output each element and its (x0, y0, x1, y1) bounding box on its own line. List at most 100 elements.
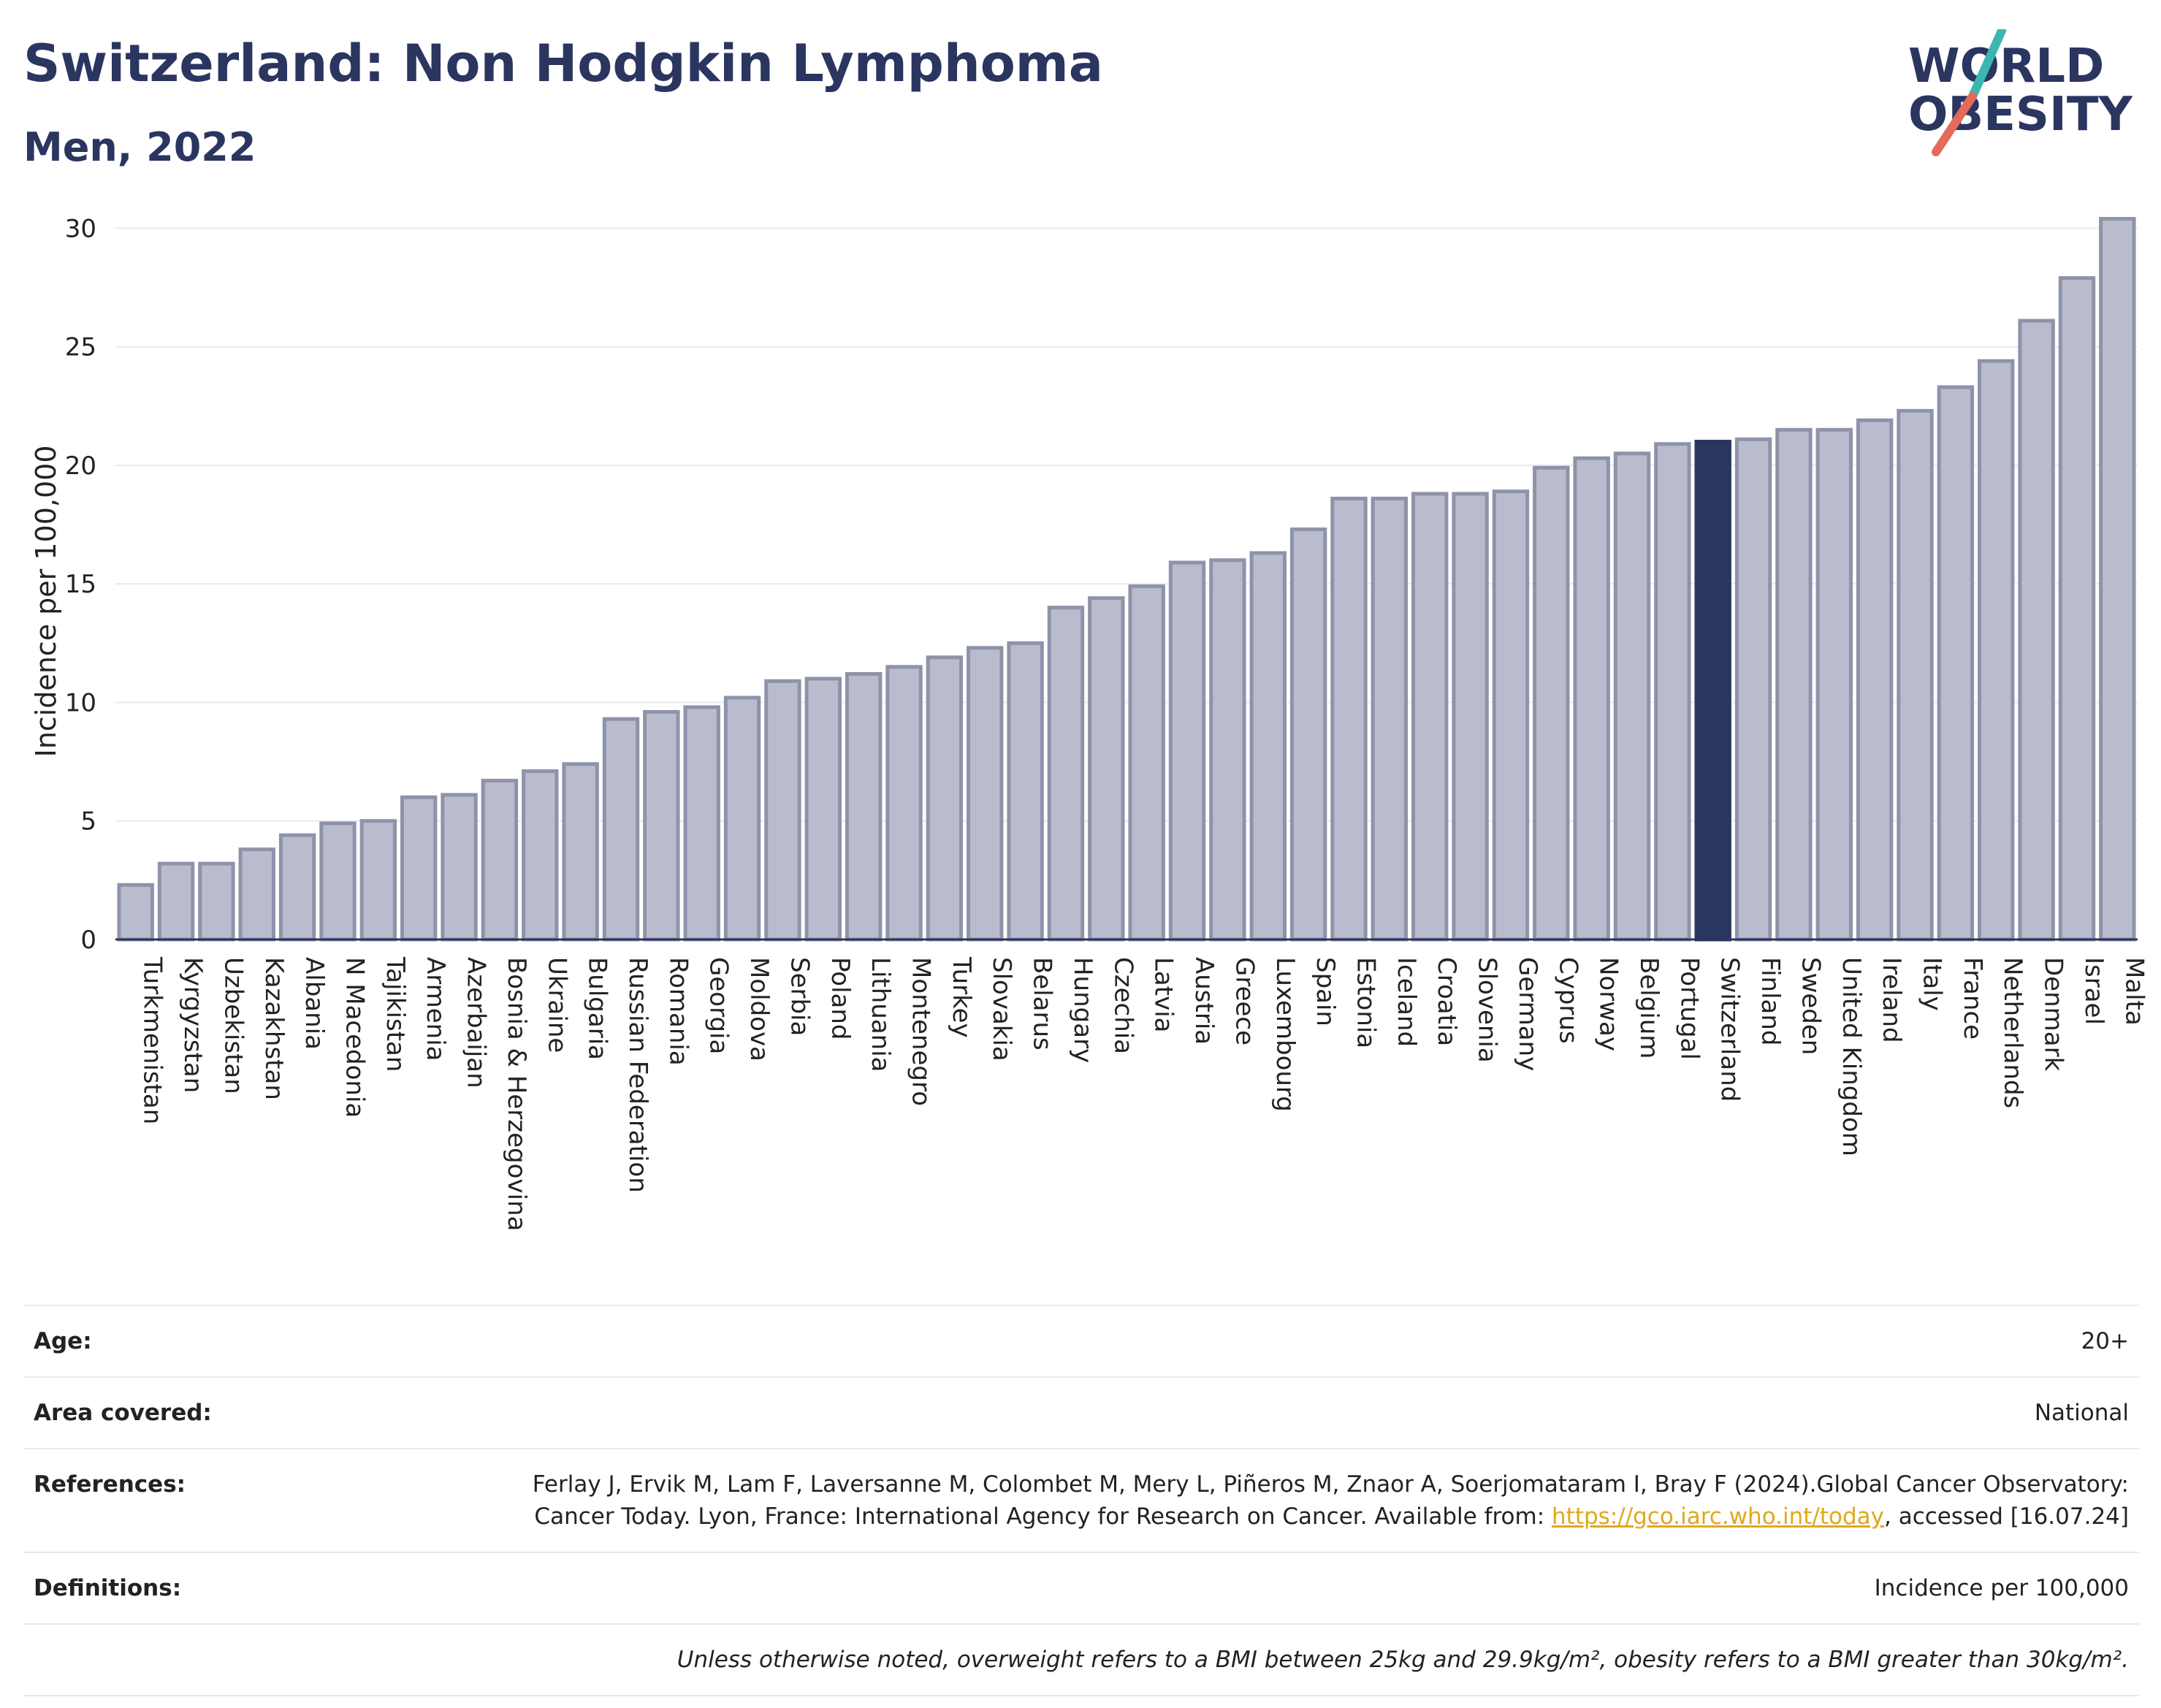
bar-united-kingdom (1815, 427, 1853, 942)
bar-turkey (926, 655, 964, 942)
bar-albania (278, 833, 316, 942)
info-table: Age: 20+ Area covered: National Referenc… (23, 1305, 2139, 1696)
x-tick-label: Azerbaijan (462, 957, 491, 1089)
bar-turkmenistan (117, 882, 154, 942)
bar-malta (2099, 216, 2136, 942)
x-tick-label: Kazakhstan (259, 957, 289, 1100)
x-tick-label: Netherlands (1998, 957, 2027, 1108)
y-tick-label: 15 (65, 570, 96, 599)
x-tick-label: Portugal (1674, 957, 1704, 1060)
bar-azerbaijan (441, 793, 478, 942)
references-text: Ferlay J, Ervik M, Lam F, Laversanne M, … (532, 1471, 2129, 1530)
category-labels: Turkmenistan Kyrgyzstan Uzbekistan Kazakhst… (138, 956, 2149, 1231)
chart-title: Switzerland: Non Hodgkin Lymphoma (23, 34, 1103, 94)
logo-line2: OBESITY (1908, 88, 2133, 142)
y-axis-title: Incidence per 100,000 (30, 445, 62, 757)
bar-portugal (1654, 442, 1691, 942)
world-obesity-logo: WORLD OBESITY (1908, 29, 2133, 156)
bar-chart: 0 5 10 15 20 25 30 Turkmenistan Kyrgyzstan Uzbek… (30, 214, 2149, 1231)
x-tick-label: Germany (1513, 957, 1542, 1071)
x-tick-label: Georgia (704, 957, 733, 1054)
references-value: Ferlay J, Ervik M, Lam F, Laversanne M, … (449, 1468, 2129, 1533)
x-tick-label: Czechia (1108, 957, 1137, 1054)
bar-ireland (1856, 418, 1894, 942)
bar-tajikistan (359, 819, 397, 942)
bar-kyrgyzstan (157, 861, 195, 942)
references-link[interactable]: https://gco.iarc.who.int/today (1552, 1503, 1884, 1530)
x-tick-label: Norway (1594, 957, 1623, 1051)
bar-bulgaria (562, 762, 599, 942)
x-tick-label: Russian Federation (623, 957, 652, 1193)
bar-belgium (1613, 451, 1651, 942)
x-tick-label: Romania (663, 957, 693, 1066)
x-tick-label: Poland (826, 957, 855, 1040)
bar-romania (643, 709, 680, 942)
logo-slash-coral (1932, 92, 1977, 156)
chart-subtitle: Men, 2022 (23, 124, 256, 170)
x-tick-label: Ukraine (542, 957, 571, 1053)
bar-latvia (1128, 584, 1165, 942)
y-tick-labels: 0 5 10 15 20 25 30 (65, 214, 96, 955)
definitions-label: Definitions: (34, 1575, 182, 1601)
x-tick-label: Moldova (744, 957, 774, 1061)
x-tick-label: Kyrgyzstan (178, 957, 207, 1093)
y-tick-label: 30 (65, 214, 96, 243)
bar-moldova (723, 695, 761, 942)
info-row-definitions: Definitions: Incidence per 100,000 (23, 1552, 2139, 1623)
x-tick-label: Denmark (2039, 957, 2068, 1072)
x-tick-label: Spain (1311, 957, 1340, 1026)
x-tick-label: United Kingdom (1837, 957, 1866, 1156)
x-tick-label: Belgium (1634, 957, 1663, 1059)
info-row-references: References: Ferlay J, Ervik M, Lam F, La… (23, 1448, 2139, 1552)
x-tick-label: Belarus (1028, 957, 1057, 1051)
bar-montenegro (885, 665, 923, 942)
bar-spain (1289, 527, 1327, 942)
x-tick-label: Turkmenistan (138, 956, 167, 1124)
bar-belarus (1007, 641, 1044, 942)
bar-uzbekistan (198, 861, 235, 942)
bar-n-macedonia (319, 821, 357, 942)
x-tick-label: Montenegro (907, 957, 936, 1106)
bar-germany (1492, 489, 1530, 942)
x-tick-label: Estonia (1351, 957, 1380, 1048)
x-tick-label: Malta (2119, 957, 2149, 1026)
x-tick-label: Croatia (1432, 957, 1461, 1046)
x-tick-label: Switzerland (1715, 957, 1745, 1102)
x-tick-label: Luxembourg (1270, 957, 1300, 1112)
bar-serbia (764, 679, 801, 942)
x-tick-label: Finland (1756, 957, 1785, 1046)
obesity-definition-note: Unless otherwise noted, overweight refer… (676, 1647, 2129, 1673)
x-tick-label: Albania (300, 957, 329, 1050)
bar-slovakia (967, 646, 1004, 942)
bar-bosnia-herzegovina (481, 779, 519, 942)
logo-line1: WORLD (1908, 39, 2104, 94)
bar-greece (1209, 558, 1246, 942)
x-tick-label: Armenia (421, 957, 450, 1061)
bar-france (1937, 385, 1975, 942)
x-tick-label: N Macedonia (340, 957, 369, 1118)
x-tick-label: Greece (1230, 957, 1259, 1045)
bar-netherlands (1978, 359, 2015, 942)
x-tick-label: Hungary (1068, 957, 1097, 1063)
logo-slash-teal (1968, 29, 2006, 101)
bar-finland (1734, 437, 1772, 942)
references-label: References: (34, 1471, 186, 1498)
x-tick-label: Israel (2079, 957, 2108, 1025)
x-tick-label: France (1958, 957, 1987, 1040)
bar-sweden (1775, 427, 1813, 942)
area-label: Area covered: (34, 1400, 212, 1426)
bar-norway (1573, 456, 1610, 942)
bar-ukraine (522, 769, 559, 942)
bar-lithuania (845, 672, 883, 942)
x-tick-label: Bulgaria (583, 957, 612, 1060)
x-tick-label: Turkey (947, 956, 976, 1038)
bar-israel (2058, 276, 2096, 942)
bar-cyprus (1533, 465, 1570, 942)
x-tick-label: Ireland (1877, 957, 1906, 1043)
bar-switzerland (1694, 440, 1731, 942)
x-tick-label: Uzbekistan (218, 957, 248, 1094)
x-tick-label: Slovakia (987, 957, 1016, 1061)
x-tick-label: Iceland (1392, 957, 1421, 1047)
bar-iceland (1371, 496, 1409, 942)
bar-slovenia (1452, 492, 1489, 942)
